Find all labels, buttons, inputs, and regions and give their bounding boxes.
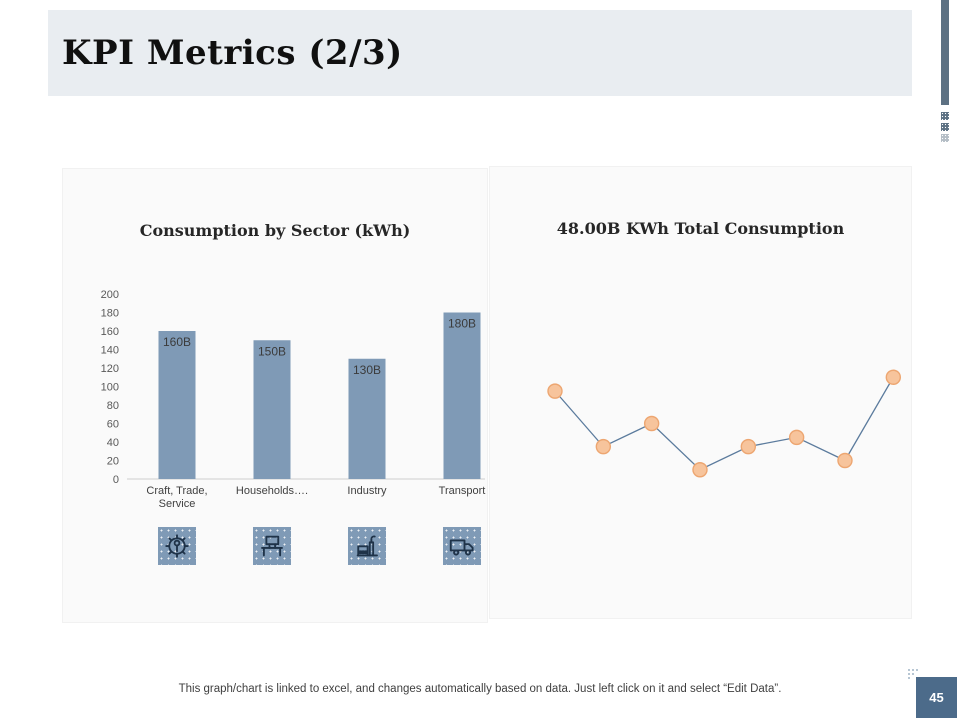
transport-tile <box>443 527 481 565</box>
truck-icon <box>449 539 474 556</box>
svg-text:130B: 130B <box>353 363 381 377</box>
accent-dot-square <box>941 112 949 120</box>
svg-text:60: 60 <box>107 419 119 431</box>
industry-tile <box>348 527 386 565</box>
line-chart[interactable] <box>490 167 911 618</box>
factory-icon <box>356 535 378 557</box>
svg-text:140: 140 <box>101 345 119 357</box>
svg-text:40: 40 <box>107 437 119 449</box>
svg-text:150B: 150B <box>258 344 286 358</box>
svg-text:180: 180 <box>101 308 119 320</box>
svg-text:Transport: Transport <box>439 485 486 497</box>
svg-text:200: 200 <box>101 289 119 301</box>
gear-wrench-icon <box>165 534 189 558</box>
accent-dot-square <box>941 123 949 131</box>
svg-text:Industry: Industry <box>347 485 387 497</box>
page-number-box: 45 <box>916 677 957 718</box>
svg-text:Craft, Trade,: Craft, Trade, <box>146 485 207 497</box>
svg-text:100: 100 <box>101 382 119 394</box>
svg-text:20: 20 <box>107 456 119 468</box>
households-tile <box>253 527 291 565</box>
accent-dot-square <box>941 134 949 142</box>
page-number: 45 <box>929 690 944 705</box>
bar-chart-title: Consumption by Sector (kWh) <box>139 221 411 240</box>
svg-text:Households….: Households…. <box>236 485 308 497</box>
page-title: KPI Metrics (2/3) <box>62 33 403 73</box>
slide-header: KPI Metrics (2/3) <box>48 10 912 96</box>
svg-text:120: 120 <box>101 363 119 375</box>
bar-chart-panel[interactable]: Consumption by Sector (kWh) 200 180 160 140… <box>62 168 488 623</box>
svg-text:160B: 160B <box>163 335 191 349</box>
svg-text:180B: 180B <box>448 317 476 331</box>
svg-text:0: 0 <box>113 474 119 486</box>
accent-bar <box>941 0 949 105</box>
craft-trade-service-tile <box>158 527 196 565</box>
desk-computer-icon <box>261 535 283 557</box>
svg-text:160: 160 <box>101 326 119 338</box>
line-chart-title: 48.00B KWh Total Consumption <box>556 219 845 238</box>
svg-text:80: 80 <box>107 400 119 412</box>
line-chart-panel[interactable]: 48.00B KWh Total Consumption <box>489 166 912 619</box>
svg-text:Service: Service <box>159 498 196 510</box>
footer-note: This graph/chart is linked to excel, and… <box>178 683 782 695</box>
